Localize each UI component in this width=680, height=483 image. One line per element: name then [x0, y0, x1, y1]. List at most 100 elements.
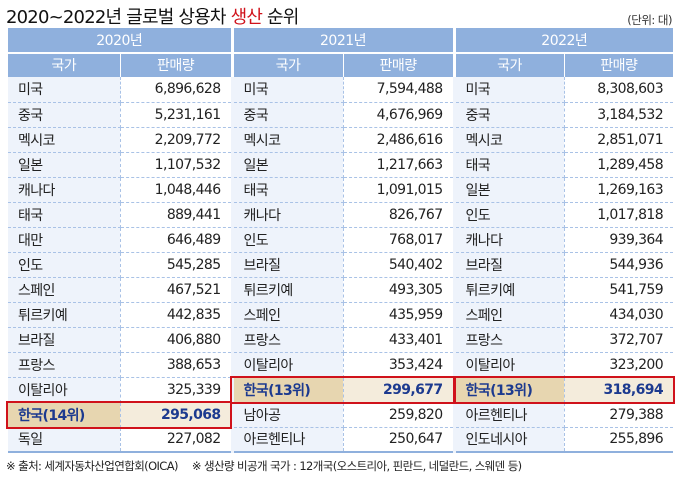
col-country: 국가: [454, 52, 565, 77]
country-cell: 캐나다: [8, 177, 121, 203]
country-cell: 남아공: [232, 402, 344, 428]
sales-cell: 250,647: [343, 427, 456, 453]
table-row: 태국 889,441 캐나다 826,767 인도 1,017,818: [8, 202, 674, 228]
country-cell: 일본: [8, 152, 121, 178]
country-cell: 이탈리아: [232, 352, 344, 378]
country-cell: 스페인: [454, 302, 565, 328]
sales-cell: 889,441: [120, 202, 234, 228]
country-cell: 미국: [8, 77, 121, 103]
sales-cell: 259,820: [343, 402, 456, 428]
sales-cell: 227,082: [120, 427, 234, 453]
sales-cell: 255,896: [564, 427, 674, 453]
sales-cell: 939,364: [564, 227, 674, 253]
col-sales: 판매량: [120, 52, 234, 77]
sales-cell: 2,209,772: [120, 127, 234, 153]
table-row: 한국(14위) 295,068 남아공 259,820 아르헨티나 279,388: [8, 402, 674, 428]
country-cell: 인도: [454, 202, 565, 228]
country-cell: 인도: [232, 227, 344, 253]
country-cell: 독일: [8, 427, 121, 453]
sales-cell: 646,489: [120, 227, 234, 253]
sales-cell: 318,694: [564, 377, 674, 403]
sales-cell: 4,676,969: [343, 102, 456, 128]
sales-cell: 544,936: [564, 252, 674, 278]
sales-cell: 1,217,663: [343, 152, 456, 178]
title-text: 2020~2022년 글로벌 상용차: [6, 7, 231, 28]
country-cell: 멕시코: [232, 127, 344, 153]
table-row: 스페인 467,521 튀르키예 493,305 튀르키예 541,759: [8, 277, 674, 303]
table-row: 멕시코 2,209,772 멕시코 2,486,616 멕시코 2,851,071: [8, 127, 674, 153]
footnote-source: ※ 출처: 세계자동차산업연합회(OICA): [6, 459, 179, 473]
year-header-2021: 2021년: [232, 28, 456, 54]
sales-cell: 1,289,458: [564, 152, 674, 178]
sales-cell: 323,200: [564, 352, 674, 378]
sales-cell: 1,017,818: [564, 202, 674, 228]
sales-cell: 1,091,015: [343, 177, 456, 203]
table-row: 캐나다 1,048,446 태국 1,091,015 일본 1,269,163: [8, 177, 674, 203]
country-cell: 인도네시아: [454, 427, 565, 453]
year-header-2020: 2020년: [8, 28, 234, 54]
country-cell: 미국: [232, 77, 344, 103]
country-cell: 캐나다: [232, 202, 344, 228]
sales-cell: 435,959: [343, 302, 456, 328]
table-row: 브라질 406,880 프랑스 433,401 프랑스 372,707: [8, 327, 674, 353]
sales-cell: 2,486,616: [343, 127, 456, 153]
country-cell: 아르헨티나: [232, 427, 344, 453]
sales-cell: 6,896,628: [120, 77, 234, 103]
table-row: 대만 646,489 인도 768,017 캐나다 939,364: [8, 227, 674, 253]
sales-cell: 353,424: [343, 352, 456, 378]
sales-cell: 541,759: [564, 277, 674, 303]
country-cell: 멕시코: [454, 127, 565, 153]
sales-cell: 768,017: [343, 227, 456, 253]
sales-cell: 406,880: [120, 327, 234, 353]
country-cell: 프랑스: [8, 352, 121, 378]
country-cell: 브라질: [232, 252, 344, 278]
year-header-2022: 2022년: [454, 28, 674, 54]
unit-label: (단위: 대): [627, 13, 672, 27]
country-cell: 한국(13위): [232, 377, 344, 403]
country-cell: 중국: [232, 102, 344, 128]
production-ranking-table: 2020년 2021년 2022년 국가 판매량 국가 판매량 국가 판매량 미…: [8, 28, 674, 453]
table-row: 일본 1,107,532 일본 1,217,663 태국 1,289,458: [8, 152, 674, 178]
sales-cell: 279,388: [564, 402, 674, 428]
col-sales: 판매량: [564, 52, 674, 77]
sales-cell: 433,401: [343, 327, 456, 353]
title-suffix: 순위: [262, 7, 299, 28]
country-cell: 멕시코: [8, 127, 121, 153]
table-row: 이탈리아 325,339 한국(13위) 299,677 한국(13위) 318,694: [8, 377, 674, 403]
country-cell: 한국(14위): [8, 402, 121, 428]
col-country: 국가: [232, 52, 344, 77]
table-row: 중국 5,231,161 중국 4,676,969 중국 3,184,532: [8, 102, 674, 128]
country-cell: 일본: [232, 152, 344, 178]
sales-cell: 3,184,532: [564, 102, 674, 128]
table-row: 튀르키예 442,835 스페인 435,959 스페인 434,030: [8, 302, 674, 328]
sales-cell: 1,048,446: [120, 177, 234, 203]
sales-cell: 388,653: [120, 352, 234, 378]
country-cell: 중국: [8, 102, 121, 128]
country-cell: 프랑스: [232, 327, 344, 353]
table-row: 인도 545,285 브라질 540,402 브라질 544,936: [8, 252, 674, 278]
page-title: 2020~2022년 글로벌 상용차 생산 순위: [6, 3, 299, 29]
country-cell: 브라질: [8, 327, 121, 353]
country-cell: 태국: [8, 202, 121, 228]
country-cell: 캐나다: [454, 227, 565, 253]
sales-cell: 325,339: [120, 377, 234, 403]
footnotes: ※ 출처: 세계자동차산업연합회(OICA) ※ 생산량 비공개 국가 : 12개…: [6, 458, 522, 474]
col-country: 국가: [8, 52, 121, 77]
sales-cell: 295,068: [120, 402, 234, 428]
sales-cell: 2,851,071: [564, 127, 674, 153]
table-row: 미국 6,896,628 미국 7,594,488 미국 8,308,603: [8, 77, 674, 103]
country-cell: 스페인: [232, 302, 344, 328]
sales-cell: 545,285: [120, 252, 234, 278]
country-cell: 태국: [454, 152, 565, 178]
sales-cell: 434,030: [564, 302, 674, 328]
country-cell: 튀르키예: [232, 277, 344, 303]
country-cell: 중국: [454, 102, 565, 128]
sales-cell: 467,521: [120, 277, 234, 303]
country-cell: 대만: [8, 227, 121, 253]
country-cell: 튀르키예: [454, 277, 565, 303]
title-highlight: 생산: [230, 7, 263, 28]
sales-cell: 7,594,488: [343, 77, 456, 103]
table-row: 프랑스 388,653 이탈리아 353,424 이탈리아 323,200: [8, 352, 674, 378]
country-cell: 한국(13위): [454, 377, 565, 403]
sales-cell: 299,677: [343, 377, 456, 403]
